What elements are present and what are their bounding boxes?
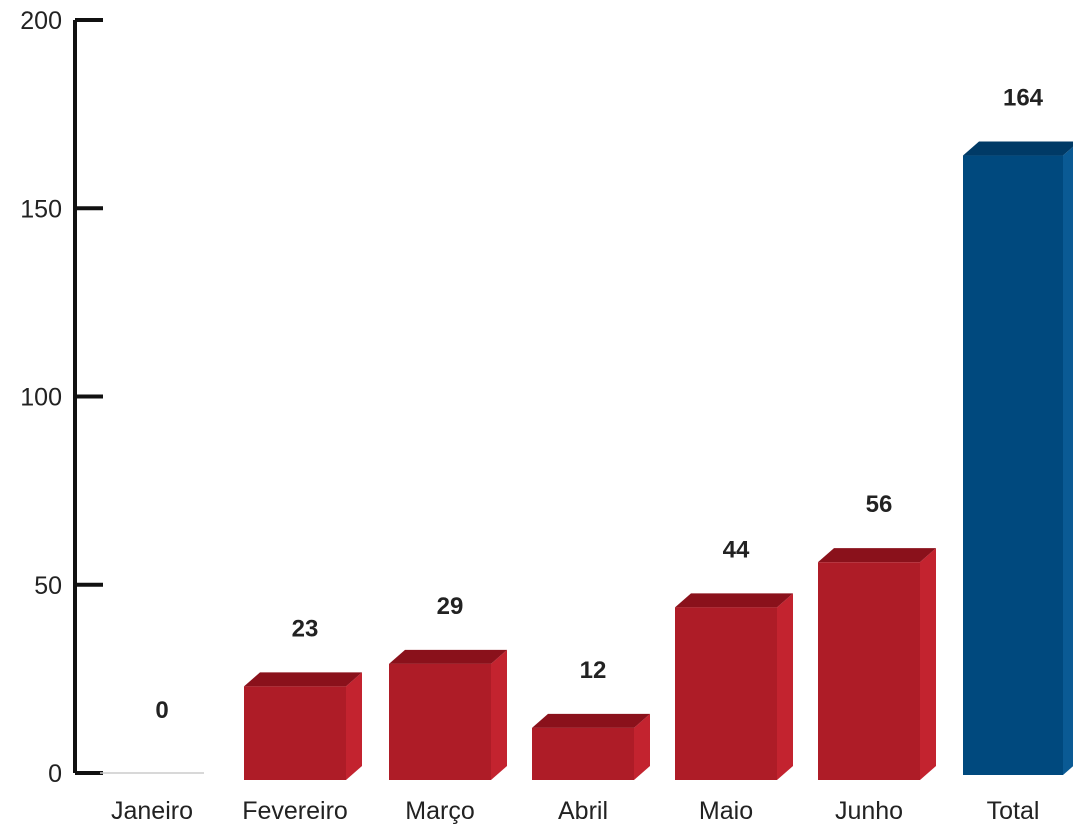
y-tick-label-50: 50 [34, 572, 62, 600]
bar-top [532, 713, 650, 728]
data-label-março: 29 [437, 593, 464, 620]
bar-fevereiro [244, 672, 362, 780]
bar-front [532, 727, 634, 780]
data-label-abril: 12 [580, 657, 607, 684]
data-label-fevereiro: 23 [292, 615, 319, 642]
bars [100, 141, 1073, 780]
bar-total [963, 141, 1073, 776]
data-label-maio: 44 [723, 536, 750, 563]
labels: 0 Janeiro 23 Fevereiro 29 Março 12 Abril 44 Maio 5… [111, 85, 1044, 825]
bar-side [634, 713, 650, 780]
y-tick-label-100: 100 [20, 384, 62, 412]
bar-abril [532, 713, 650, 780]
bar-março [389, 649, 507, 780]
data-label-junho: 56 [866, 491, 893, 518]
bar-top [675, 593, 793, 608]
y-tick-label-0: 0 [48, 760, 62, 788]
bar-top [818, 548, 936, 563]
category-label-total: Total [987, 797, 1040, 825]
y-axis: 0 50 100 150 200 [20, 7, 103, 788]
bar-front [244, 686, 346, 780]
bar-side [1063, 146, 1073, 775]
data-label-total: 164 [1003, 85, 1044, 112]
category-label-abril: Abril [558, 797, 608, 825]
category-label-janeiro: Janeiro [111, 797, 193, 825]
bar-front [389, 663, 491, 780]
bar-side [346, 672, 362, 780]
bar-top [389, 649, 507, 664]
bar-side [491, 649, 507, 780]
y-tick-label-200: 200 [20, 7, 62, 35]
category-label-maio: Maio [699, 797, 753, 825]
bar-front [675, 607, 777, 780]
bar-side [777, 593, 793, 780]
category-label-junho: Junho [835, 797, 903, 825]
category-label-março: Março [405, 797, 474, 825]
bar-top [244, 672, 362, 687]
bar-front [963, 155, 1063, 776]
data-label-janeiro: 0 [155, 697, 168, 724]
bar-side [920, 548, 936, 780]
category-label-fevereiro: Fevereiro [242, 797, 348, 825]
bar-maio [675, 593, 793, 780]
bar-front [818, 562, 920, 780]
bar-junho [818, 548, 936, 780]
y-tick-label-150: 150 [20, 195, 62, 223]
bar-top [963, 141, 1073, 156]
